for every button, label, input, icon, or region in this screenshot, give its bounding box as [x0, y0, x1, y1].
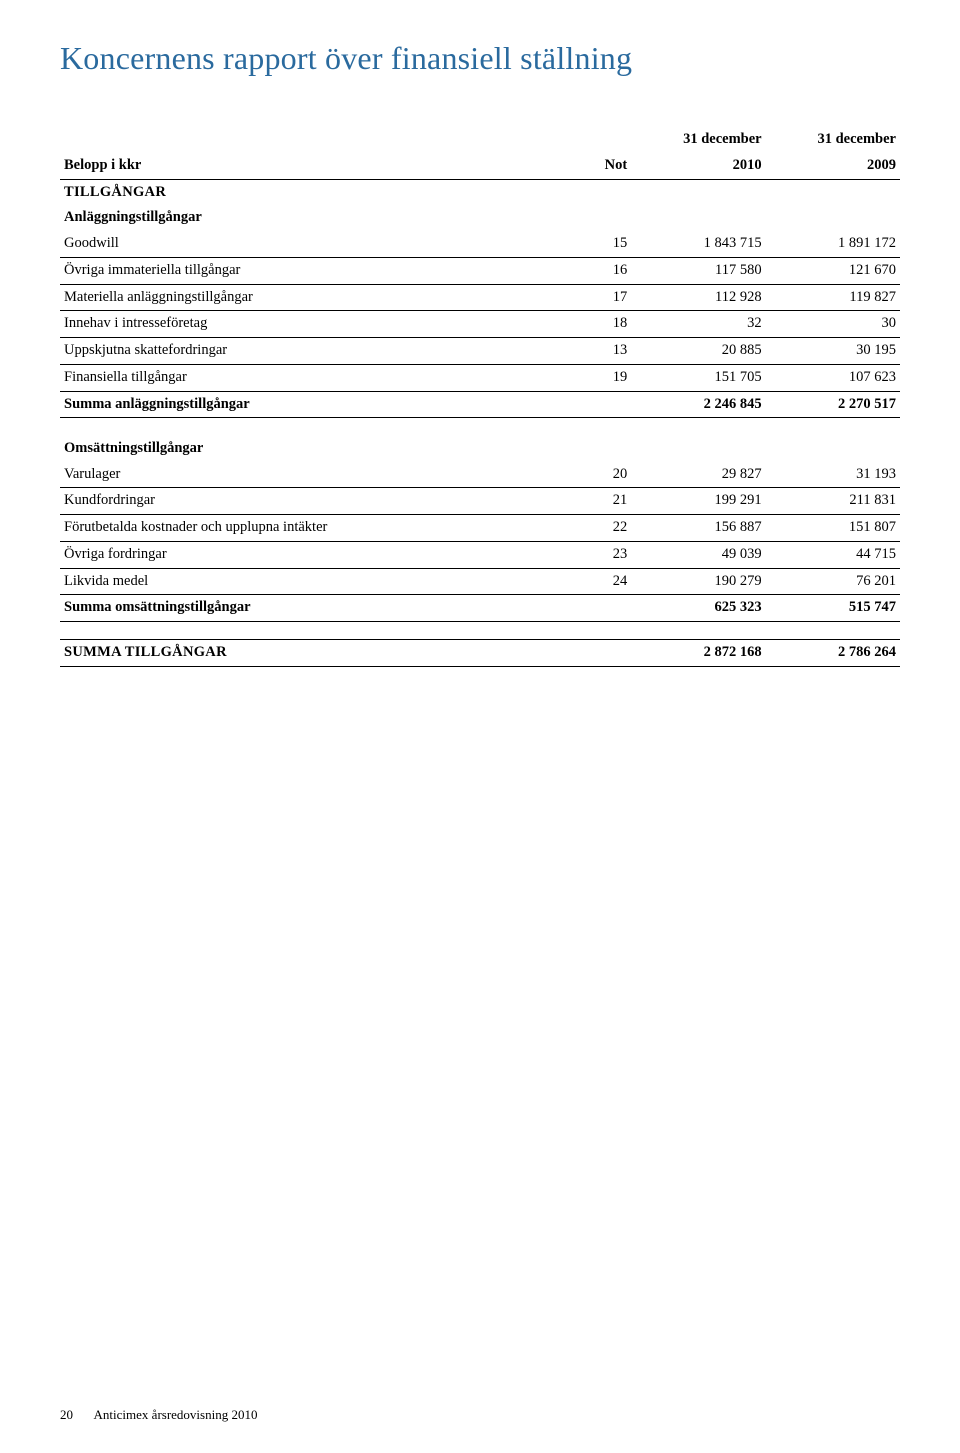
- row-label: Kundfordringar: [60, 488, 547, 515]
- row-not: 17: [547, 284, 631, 311]
- section-title: TILLGÅNGAR: [60, 179, 547, 205]
- grand-v2: 2 786 264: [766, 640, 900, 667]
- row-v1: 1 843 715: [631, 231, 765, 257]
- row-v2: 107 623: [766, 364, 900, 391]
- row-not: 21: [547, 488, 631, 515]
- table-row: Förutbetalda kostnader och upplupna intä…: [60, 515, 900, 542]
- row-label: Uppskjutna skattefordringar: [60, 338, 547, 365]
- row-label: Övriga fordringar: [60, 541, 547, 568]
- table-row: Uppskjutna skattefordringar 13 20 885 30…: [60, 338, 900, 365]
- subtotal-v2: 515 747: [766, 595, 900, 622]
- subsection-row: Anläggningstillgångar: [60, 205, 900, 231]
- page-number: 20: [60, 1407, 73, 1422]
- header-belopp: Belopp i kkr: [60, 153, 547, 179]
- row-v1: 156 887: [631, 515, 765, 542]
- subtotal-row: Summa omsättningstillgångar 625 323 515 …: [60, 595, 900, 622]
- grand-label: SUMMA TILLGÅNGAR: [60, 640, 547, 667]
- table-row: Övriga fordringar 23 49 039 44 715: [60, 541, 900, 568]
- row-v1: 20 885: [631, 338, 765, 365]
- row-label: Varulager: [60, 462, 547, 488]
- row-label: Innehav i intresseföretag: [60, 311, 547, 338]
- subsection-title: Omsättningstillgångar: [60, 436, 547, 462]
- row-not: 16: [547, 257, 631, 284]
- row-v2: 30: [766, 311, 900, 338]
- subsection-title: Anläggningstillgångar: [60, 205, 547, 231]
- row-v1: 190 279: [631, 568, 765, 595]
- subtotal-row: Summa anläggningstillgångar 2 246 845 2 …: [60, 391, 900, 418]
- table-row: Materiella anläggningstillgångar 17 112 …: [60, 284, 900, 311]
- row-v2: 121 670: [766, 257, 900, 284]
- table-header-top: 31 december 31 december: [60, 127, 900, 153]
- row-label: Förutbetalda kostnader och upplupna intä…: [60, 515, 547, 542]
- page-title: Koncernens rapport över finansiell ställ…: [60, 40, 900, 77]
- row-label: Övriga immateriella tillgångar: [60, 257, 547, 284]
- table-row: Övriga immateriella tillgångar 16 117 58…: [60, 257, 900, 284]
- col2-header-top: 31 december: [766, 127, 900, 153]
- table-header-bottom: Belopp i kkr Not 2010 2009: [60, 153, 900, 179]
- row-v2: 44 715: [766, 541, 900, 568]
- table-row: Likvida medel 24 190 279 76 201: [60, 568, 900, 595]
- col1-header-bot: 2010: [631, 153, 765, 179]
- row-v2: 30 195: [766, 338, 900, 365]
- subtotal-v1: 625 323: [631, 595, 765, 622]
- page: Koncernens rapport över finansiell ställ…: [0, 0, 960, 1453]
- row-v1: 151 705: [631, 364, 765, 391]
- row-label: Finansiella tillgångar: [60, 364, 547, 391]
- table-row: Varulager 20 29 827 31 193: [60, 462, 900, 488]
- row-not: 22: [547, 515, 631, 542]
- row-not: 15: [547, 231, 631, 257]
- table-row: Innehav i intresseföretag 18 32 30: [60, 311, 900, 338]
- footer-text: Anticimex årsredovisning 2010: [94, 1407, 258, 1422]
- table-row: Goodwill 15 1 843 715 1 891 172: [60, 231, 900, 257]
- subtotal-label: Summa anläggningstillgångar: [60, 391, 547, 418]
- row-label: Goodwill: [60, 231, 547, 257]
- row-v2: 119 827: [766, 284, 900, 311]
- row-v2: 1 891 172: [766, 231, 900, 257]
- col2-header-bot: 2009: [766, 153, 900, 179]
- row-not: 23: [547, 541, 631, 568]
- subsection-row: Omsättningstillgångar: [60, 436, 900, 462]
- row-v1: 29 827: [631, 462, 765, 488]
- table-row: Kundfordringar 21 199 291 211 831: [60, 488, 900, 515]
- financial-table: 31 december 31 december Belopp i kkr Not…: [60, 127, 900, 667]
- grand-v1: 2 872 168: [631, 640, 765, 667]
- subtotal-v1: 2 246 845: [631, 391, 765, 418]
- row-v1: 112 928: [631, 284, 765, 311]
- row-v1: 49 039: [631, 541, 765, 568]
- row-v2: 151 807: [766, 515, 900, 542]
- row-not: 19: [547, 364, 631, 391]
- grand-total-row: SUMMA TILLGÅNGAR 2 872 168 2 786 264: [60, 640, 900, 667]
- row-v2: 31 193: [766, 462, 900, 488]
- row-label: Likvida medel: [60, 568, 547, 595]
- row-v2: 211 831: [766, 488, 900, 515]
- header-not: Not: [547, 153, 631, 179]
- row-not: 20: [547, 462, 631, 488]
- row-v2: 76 201: [766, 568, 900, 595]
- section-title-row: TILLGÅNGAR: [60, 179, 900, 205]
- row-label: Materiella anläggningstillgångar: [60, 284, 547, 311]
- row-v1: 117 580: [631, 257, 765, 284]
- row-v1: 32: [631, 311, 765, 338]
- subtotal-label: Summa omsättningstillgångar: [60, 595, 547, 622]
- row-v1: 199 291: [631, 488, 765, 515]
- subtotal-v2: 2 270 517: [766, 391, 900, 418]
- row-not: 18: [547, 311, 631, 338]
- table-row: Finansiella tillgångar 19 151 705 107 62…: [60, 364, 900, 391]
- row-not: 13: [547, 338, 631, 365]
- page-footer: 20 Anticimex årsredovisning 2010: [60, 1407, 257, 1423]
- row-not: 24: [547, 568, 631, 595]
- col1-header-top: 31 december: [631, 127, 765, 153]
